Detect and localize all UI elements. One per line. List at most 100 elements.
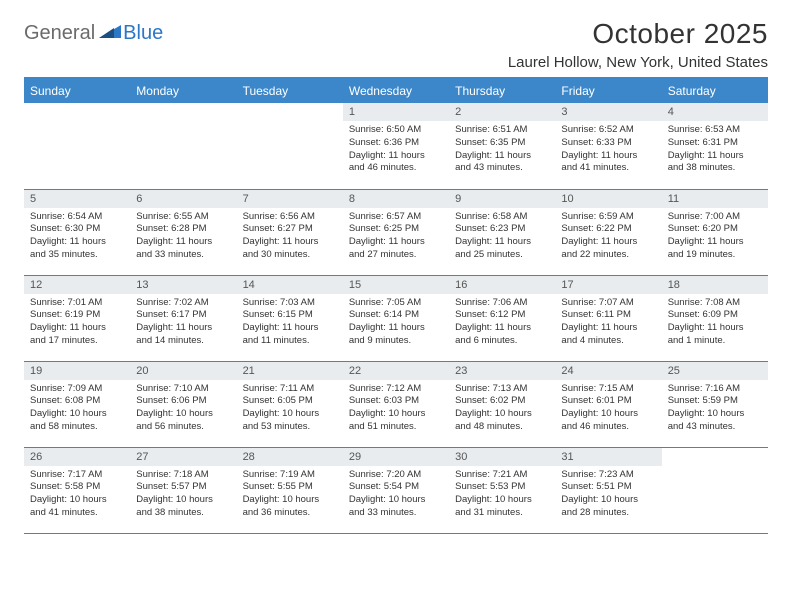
calendar-day-cell — [24, 103, 130, 189]
daylight-text: Daylight: 10 hours and 41 minutes. — [30, 494, 124, 520]
sunrise-text: Sunrise: 7:05 AM — [349, 297, 443, 310]
daylight-text: Daylight: 11 hours and 46 minutes. — [349, 150, 443, 176]
daylight-text: Daylight: 10 hours and 28 minutes. — [561, 494, 655, 520]
day-details: Sunrise: 7:02 AMSunset: 6:17 PMDaylight:… — [130, 294, 236, 352]
day-number: 28 — [237, 448, 343, 466]
daylight-text: Daylight: 10 hours and 58 minutes. — [30, 408, 124, 434]
day-number: 24 — [555, 362, 661, 380]
sunrise-text: Sunrise: 7:12 AM — [349, 383, 443, 396]
sunrise-text: Sunrise: 7:15 AM — [561, 383, 655, 396]
day-number: 27 — [130, 448, 236, 466]
sunset-text: Sunset: 5:59 PM — [668, 395, 762, 408]
logo: General Blue — [24, 22, 163, 45]
sunrise-text: Sunrise: 7:02 AM — [136, 297, 230, 310]
day-details: Sunrise: 6:57 AMSunset: 6:25 PMDaylight:… — [343, 208, 449, 266]
sunset-text: Sunset: 5:57 PM — [136, 481, 230, 494]
sunset-text: Sunset: 5:55 PM — [243, 481, 337, 494]
logo-triangle-icon — [99, 22, 121, 43]
daylight-text: Daylight: 11 hours and 6 minutes. — [455, 322, 549, 348]
day-details: Sunrise: 7:19 AMSunset: 5:55 PMDaylight:… — [237, 466, 343, 524]
sunrise-text: Sunrise: 7:07 AM — [561, 297, 655, 310]
daylight-text: Daylight: 11 hours and 11 minutes. — [243, 322, 337, 348]
sunrise-text: Sunrise: 6:55 AM — [136, 211, 230, 224]
sunrise-text: Sunrise: 7:09 AM — [30, 383, 124, 396]
daylight-text: Daylight: 11 hours and 17 minutes. — [30, 322, 124, 348]
sunrise-text: Sunrise: 7:08 AM — [668, 297, 762, 310]
day-details: Sunrise: 7:16 AMSunset: 5:59 PMDaylight:… — [662, 380, 768, 438]
day-number: 17 — [555, 276, 661, 294]
col-saturday: Saturday — [662, 78, 768, 103]
header-row: Sunday Monday Tuesday Wednesday Thursday… — [24, 78, 768, 103]
daylight-text: Daylight: 10 hours and 48 minutes. — [455, 408, 549, 434]
calendar-day-cell: 4Sunrise: 6:53 AMSunset: 6:31 PMDaylight… — [662, 103, 768, 189]
daylight-text: Daylight: 10 hours and 46 minutes. — [561, 408, 655, 434]
sunset-text: Sunset: 6:33 PM — [561, 137, 655, 150]
day-details: Sunrise: 7:00 AMSunset: 6:20 PMDaylight:… — [662, 208, 768, 266]
day-number: 23 — [449, 362, 555, 380]
day-number: 21 — [237, 362, 343, 380]
col-sunday: Sunday — [24, 78, 130, 103]
day-number: 3 — [555, 103, 661, 121]
day-details: Sunrise: 6:53 AMSunset: 6:31 PMDaylight:… — [662, 121, 768, 179]
day-number: 8 — [343, 190, 449, 208]
day-details: Sunrise: 7:13 AMSunset: 6:02 PMDaylight:… — [449, 380, 555, 438]
day-number: 1 — [343, 103, 449, 121]
calendar-table: Sunday Monday Tuesday Wednesday Thursday… — [24, 77, 768, 534]
daylight-text: Daylight: 11 hours and 41 minutes. — [561, 150, 655, 176]
sunrise-text: Sunrise: 6:53 AM — [668, 124, 762, 137]
sunrise-text: Sunrise: 6:51 AM — [455, 124, 549, 137]
day-number: 10 — [555, 190, 661, 208]
day-number: 22 — [343, 362, 449, 380]
sunrise-text: Sunrise: 6:58 AM — [455, 211, 549, 224]
calendar-week-row: 26Sunrise: 7:17 AMSunset: 5:58 PMDayligh… — [24, 447, 768, 533]
day-details: Sunrise: 7:07 AMSunset: 6:11 PMDaylight:… — [555, 294, 661, 352]
sunset-text: Sunset: 6:02 PM — [455, 395, 549, 408]
daylight-text: Daylight: 10 hours and 33 minutes. — [349, 494, 443, 520]
day-number — [24, 103, 130, 109]
day-details: Sunrise: 7:21 AMSunset: 5:53 PMDaylight:… — [449, 466, 555, 524]
day-details: Sunrise: 7:12 AMSunset: 6:03 PMDaylight:… — [343, 380, 449, 438]
calendar-day-cell: 1Sunrise: 6:50 AMSunset: 6:36 PMDaylight… — [343, 103, 449, 189]
day-number: 7 — [237, 190, 343, 208]
col-wednesday: Wednesday — [343, 78, 449, 103]
sunrise-text: Sunrise: 7:11 AM — [243, 383, 337, 396]
sunset-text: Sunset: 6:15 PM — [243, 309, 337, 322]
day-details: Sunrise: 7:23 AMSunset: 5:51 PMDaylight:… — [555, 466, 661, 524]
calendar-body: 1Sunrise: 6:50 AMSunset: 6:36 PMDaylight… — [24, 103, 768, 533]
day-number: 30 — [449, 448, 555, 466]
logo-text-blue: Blue — [123, 22, 163, 45]
calendar-day-cell — [130, 103, 236, 189]
calendar-document: General Blue October 2025 Laurel Hollow,… — [0, 0, 792, 552]
day-details: Sunrise: 7:17 AMSunset: 5:58 PMDaylight:… — [24, 466, 130, 524]
daylight-text: Daylight: 11 hours and 1 minute. — [668, 322, 762, 348]
sunset-text: Sunset: 6:20 PM — [668, 223, 762, 236]
daylight-text: Daylight: 10 hours and 38 minutes. — [136, 494, 230, 520]
sunset-text: Sunset: 6:23 PM — [455, 223, 549, 236]
daylight-text: Daylight: 11 hours and 25 minutes. — [455, 236, 549, 262]
daylight-text: Daylight: 11 hours and 9 minutes. — [349, 322, 443, 348]
daylight-text: Daylight: 11 hours and 30 minutes. — [243, 236, 337, 262]
header: General Blue October 2025 Laurel Hollow,… — [24, 18, 768, 71]
day-details: Sunrise: 7:20 AMSunset: 5:54 PMDaylight:… — [343, 466, 449, 524]
sunset-text: Sunset: 6:01 PM — [561, 395, 655, 408]
calendar-day-cell: 14Sunrise: 7:03 AMSunset: 6:15 PMDayligh… — [237, 275, 343, 361]
sunset-text: Sunset: 6:05 PM — [243, 395, 337, 408]
day-details: Sunrise: 6:52 AMSunset: 6:33 PMDaylight:… — [555, 121, 661, 179]
day-number: 20 — [130, 362, 236, 380]
sunset-text: Sunset: 6:30 PM — [30, 223, 124, 236]
sunset-text: Sunset: 6:08 PM — [30, 395, 124, 408]
day-number: 18 — [662, 276, 768, 294]
daylight-text: Daylight: 11 hours and 33 minutes. — [136, 236, 230, 262]
sunrise-text: Sunrise: 7:20 AM — [349, 469, 443, 482]
daylight-text: Daylight: 11 hours and 43 minutes. — [455, 150, 549, 176]
calendar-day-cell: 17Sunrise: 7:07 AMSunset: 6:11 PMDayligh… — [555, 275, 661, 361]
day-number: 12 — [24, 276, 130, 294]
day-details: Sunrise: 7:11 AMSunset: 6:05 PMDaylight:… — [237, 380, 343, 438]
day-number: 25 — [662, 362, 768, 380]
location-text: Laurel Hollow, New York, United States — [508, 54, 768, 71]
sunset-text: Sunset: 6:09 PM — [668, 309, 762, 322]
sunset-text: Sunset: 6:17 PM — [136, 309, 230, 322]
daylight-text: Daylight: 10 hours and 51 minutes. — [349, 408, 443, 434]
daylight-text: Daylight: 11 hours and 22 minutes. — [561, 236, 655, 262]
day-details: Sunrise: 7:09 AMSunset: 6:08 PMDaylight:… — [24, 380, 130, 438]
